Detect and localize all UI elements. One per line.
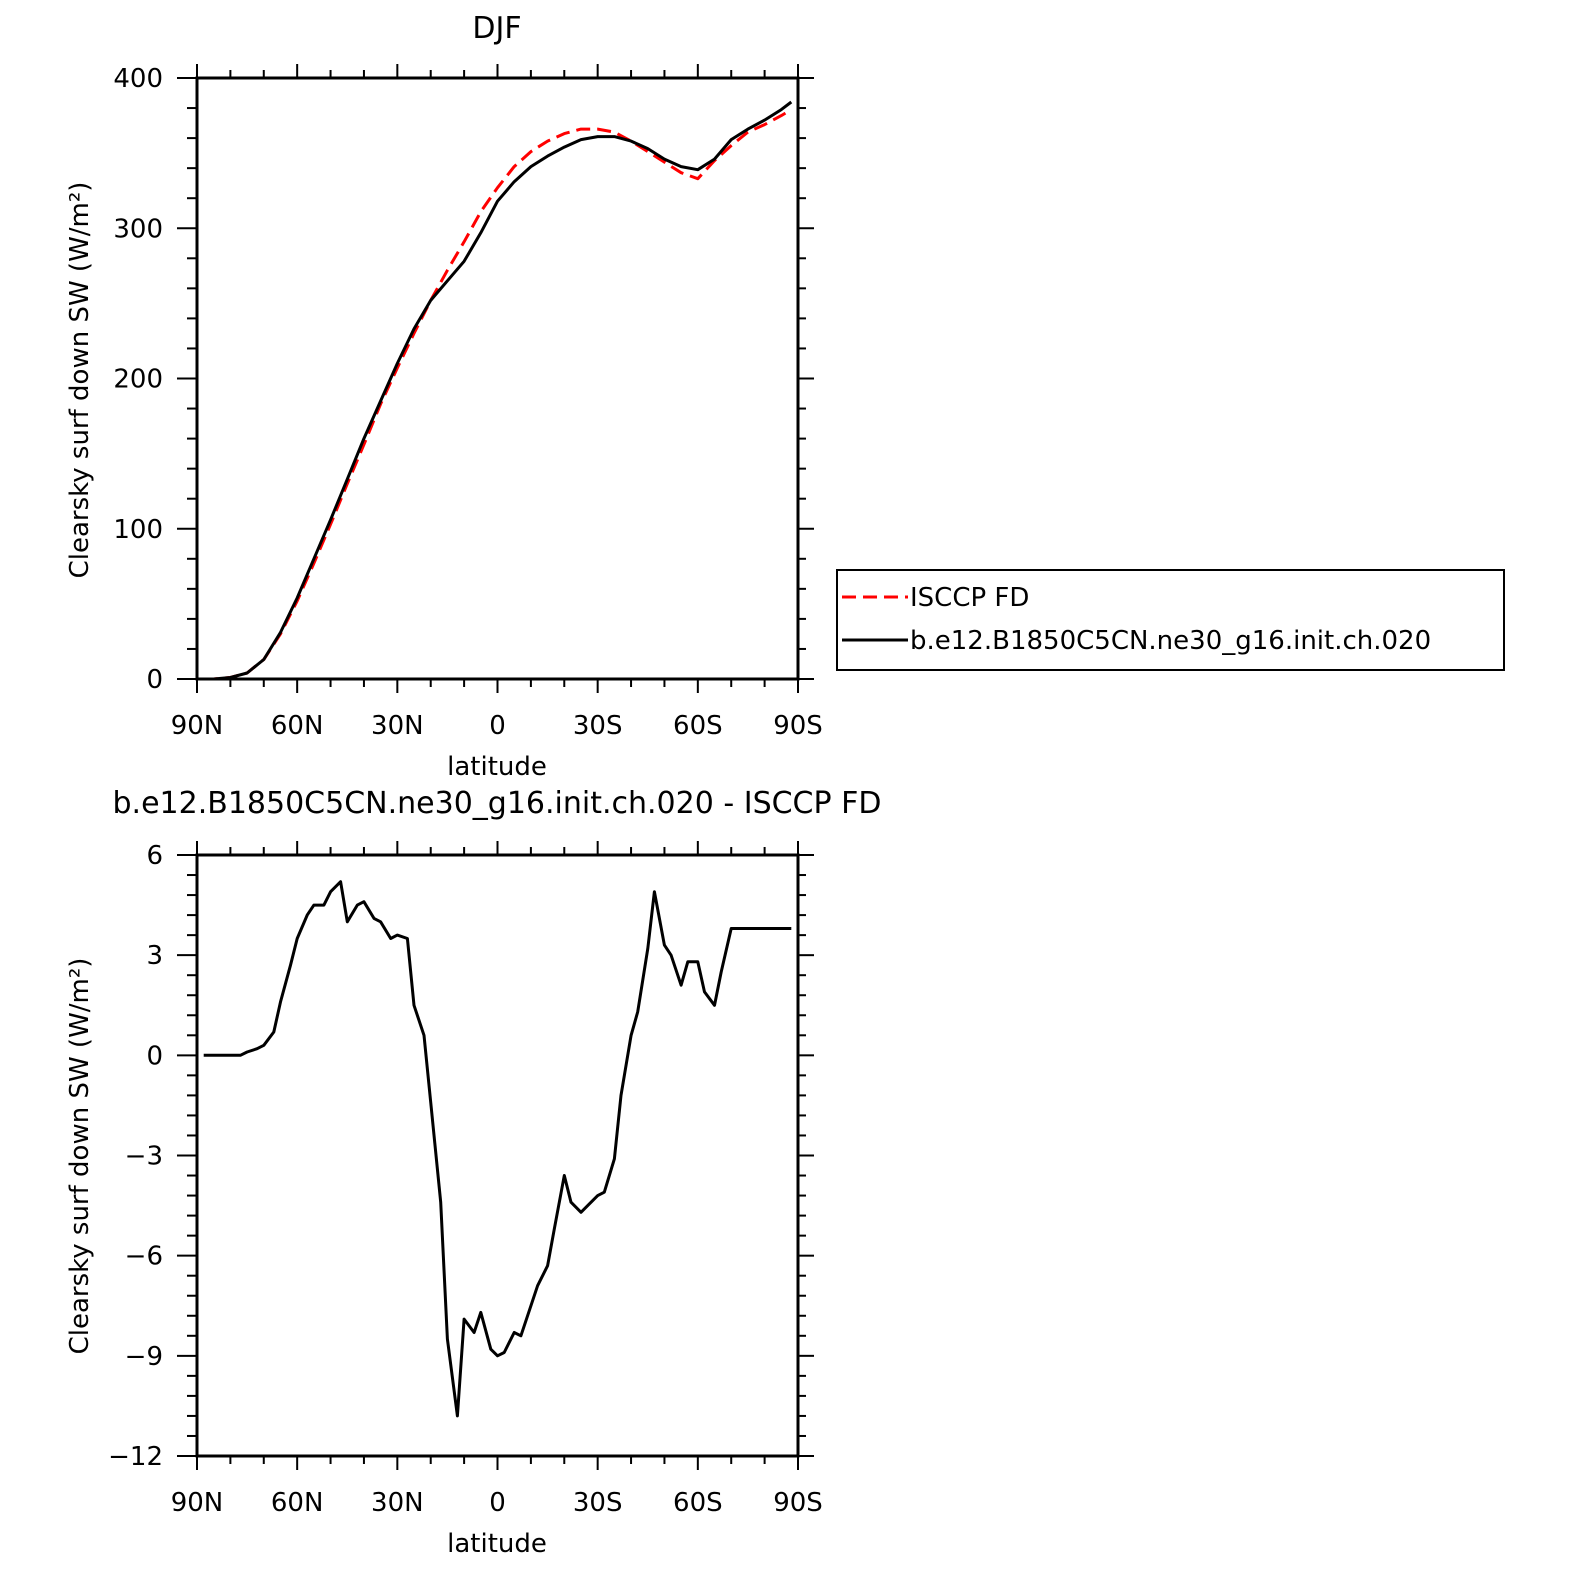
bottom-panel: b.e12.B1850C5CN.ne30_g16.init.ch.020 - I… — [65, 786, 881, 1559]
x-tick-label: 90S — [773, 1488, 823, 1518]
x-tick-label: 60S — [673, 711, 723, 741]
bottom-panel-ticks: 90N 60N 30N 0 30S 60S 90S −12 −9 −6 −3 0 3 6 — [108, 841, 823, 1518]
y-tick-label: 6 — [146, 841, 163, 871]
x-tick-label: 60N — [271, 711, 324, 741]
x-tick-label: 60S — [673, 1488, 723, 1518]
bottom-panel-title: b.e12.B1850C5CN.ne30_g16.init.ch.020 - I… — [113, 786, 882, 821]
top-panel-ticks: 90N 60N 30N 0 30S 60S 90S 0 100 200 300 400 — [113, 64, 823, 741]
x-tick-label: 30N — [371, 1488, 424, 1518]
model-line — [203, 100, 793, 681]
x-tick-label: 30N — [371, 711, 424, 741]
top-panel-ylabel: Clearsky surf down SW (W/m²) — [65, 182, 95, 579]
y-tick-label: 300 — [113, 214, 163, 244]
top-panel-xlabel: latitude — [447, 752, 547, 782]
top-panel-series-group — [203, 100, 793, 681]
x-tick-label: 90S — [773, 711, 823, 741]
y-tick-label: −9 — [125, 1342, 163, 1372]
bottom-panel-ylabel: Clearsky surf down SW (W/m²) — [65, 958, 95, 1355]
y-tick-label: 200 — [113, 365, 163, 395]
x-tick-label: 60N — [271, 1488, 324, 1518]
legend: ISCCP FD b.e12.B1850C5CN.ne30_g16.init.c… — [836, 569, 1505, 671]
top-panel-title: DJF — [472, 11, 521, 46]
x-tick-label: 30S — [573, 711, 623, 741]
y-tick-label: 3 — [146, 941, 163, 971]
x-tick-label: 90N — [171, 711, 224, 741]
difference-line — [203, 880, 792, 1418]
y-tick-label: 0 — [146, 665, 163, 695]
bottom-panel-xlabel: latitude — [447, 1529, 547, 1559]
x-tick-label: 30S — [573, 1488, 623, 1518]
y-tick-label: −3 — [125, 1142, 163, 1172]
x-tick-label: 90N — [171, 1488, 224, 1518]
legend-box — [836, 569, 1505, 671]
y-tick-label: 400 — [113, 64, 163, 94]
x-tick-label: 0 — [489, 1488, 506, 1518]
legend-label-isccp: ISCCP FD — [910, 583, 1029, 613]
bottom-panel-series-group — [203, 880, 792, 1418]
legend-label-model: b.e12.B1850C5CN.ne30_g16.init.ch.020 — [910, 626, 1431, 656]
y-tick-label: −12 — [108, 1442, 163, 1472]
y-tick-label: 100 — [113, 515, 163, 545]
y-tick-label: 0 — [146, 1041, 163, 1071]
y-tick-label: −6 — [125, 1242, 163, 1272]
x-tick-label: 0 — [489, 711, 506, 741]
top-panel: DJF 90N 60N 30N 0 30S 60S 90S 0 100 200 300 400 lat… — [65, 11, 1505, 782]
